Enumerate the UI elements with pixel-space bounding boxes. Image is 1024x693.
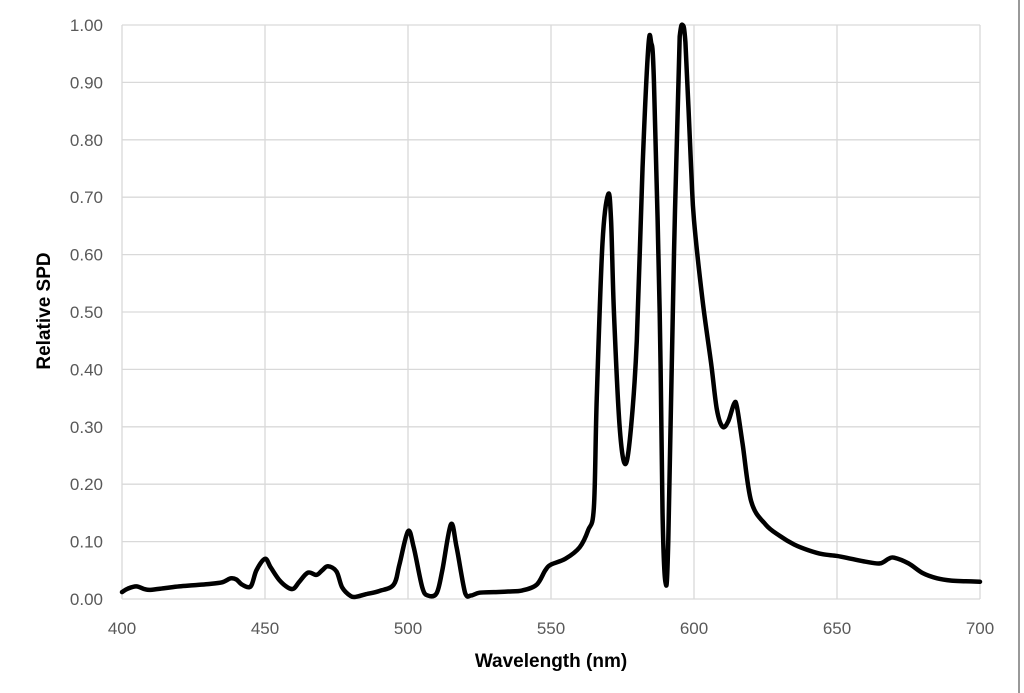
x-tick-label: 700	[966, 619, 994, 638]
y-tick-label: 0.70	[70, 188, 103, 207]
x-tick-label: 550	[537, 619, 565, 638]
x-tick-label: 400	[108, 619, 136, 638]
y-tick-label: 0.20	[70, 475, 103, 494]
grid	[121, 24, 981, 600]
x-tick-label: 650	[823, 619, 851, 638]
y-tick-label: 0.60	[70, 246, 103, 265]
x-tick-label: 600	[680, 619, 708, 638]
y-tick-label: 0.90	[70, 73, 103, 92]
y-tick-label: 0.00	[70, 590, 103, 609]
x-tick-label: 500	[394, 619, 422, 638]
y-tick-label: 0.80	[70, 131, 103, 150]
x-axis-title: Wavelength (nm)	[475, 651, 627, 672]
x-axis-tick-labels: 400 450 500 550 600 650 700	[108, 619, 994, 638]
y-tick-label: 0.50	[70, 303, 103, 322]
x-tick-label: 450	[251, 619, 279, 638]
spd-series-line	[119, 22, 983, 600]
y-axis-title: Relative SPD	[34, 252, 55, 369]
y-axis-tick-labels: 0.00 0.10 0.20 0.30 0.40 0.50 0.60 0.70 0.80 0.90…	[70, 16, 103, 609]
y-tick-label: 0.30	[70, 418, 103, 437]
y-tick-label: 0.10	[70, 533, 103, 552]
y-tick-label: 1.00	[70, 16, 103, 35]
y-tick-label: 0.40	[70, 360, 103, 379]
